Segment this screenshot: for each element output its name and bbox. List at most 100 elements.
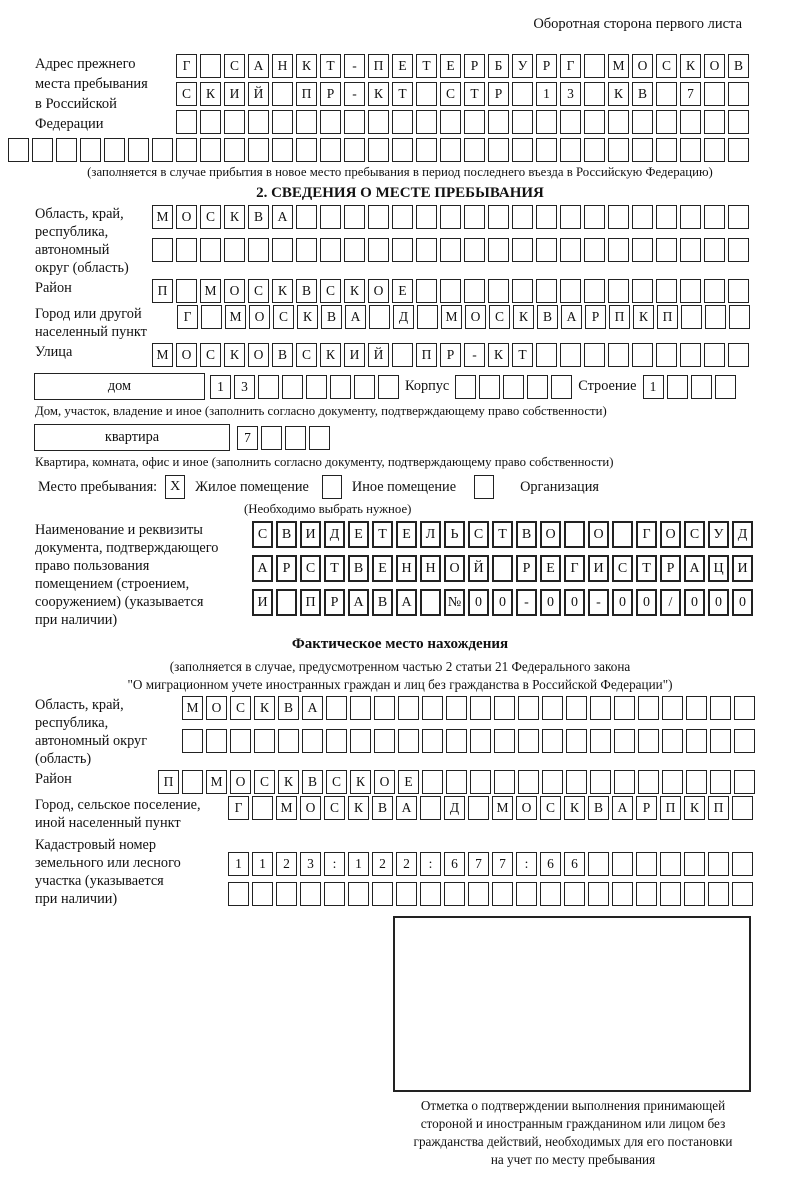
char-cell[interactable] (614, 729, 635, 753)
char-cell[interactable]: П (152, 279, 173, 303)
char-cell[interactable] (680, 110, 701, 134)
char-cell[interactable]: А (348, 589, 369, 616)
char-cell[interactable]: О (704, 54, 725, 78)
char-cell[interactable] (708, 852, 729, 876)
char-cell[interactable] (732, 852, 753, 876)
char-cell[interactable]: 7 (237, 425, 258, 450)
char-cell[interactable]: 6 (444, 852, 465, 876)
char-cell[interactable] (398, 729, 419, 753)
char-cell[interactable] (584, 238, 605, 262)
char-cell[interactable] (494, 729, 515, 753)
char-cell[interactable] (416, 110, 437, 134)
char-cell[interactable] (518, 729, 539, 753)
char-cell[interactable]: Е (348, 521, 369, 548)
char-cell[interactable] (494, 696, 515, 720)
char-cell[interactable]: - (516, 589, 537, 616)
char-cell[interactable]: - (588, 589, 609, 616)
char-cell[interactable] (729, 305, 750, 329)
char-cell[interactable]: А (248, 54, 269, 78)
char-cell[interactable] (560, 110, 581, 134)
char-cell[interactable] (734, 770, 755, 794)
char-cell[interactable]: Т (416, 54, 437, 78)
char-cell[interactable]: С (540, 796, 561, 820)
char-cell[interactable]: 1 (348, 852, 369, 876)
char-cell[interactable] (272, 138, 293, 162)
char-cell[interactable] (560, 205, 581, 229)
char-cell[interactable] (296, 205, 317, 229)
char-cell[interactable]: С (224, 54, 245, 78)
char-cell[interactable]: Р (660, 555, 681, 582)
char-cell[interactable] (666, 374, 688, 399)
char-cell[interactable] (662, 729, 683, 753)
char-cell[interactable] (704, 279, 725, 303)
char-cell[interactable] (632, 238, 653, 262)
char-cell[interactable] (368, 205, 389, 229)
char-cell[interactable] (686, 770, 707, 794)
char-cell[interactable]: В (516, 521, 537, 548)
char-cell[interactable] (488, 138, 509, 162)
char-cell[interactable]: П (416, 343, 437, 367)
char-cell[interactable] (588, 852, 609, 876)
char-cell[interactable] (512, 238, 533, 262)
char-cell[interactable] (536, 110, 557, 134)
char-cell[interactable]: О (444, 555, 465, 582)
char-cell[interactable] (704, 343, 725, 367)
char-cell[interactable] (468, 796, 489, 820)
char-cell[interactable] (704, 238, 725, 262)
char-cell[interactable] (320, 205, 341, 229)
char-cell[interactable] (176, 238, 197, 262)
char-cell[interactable]: 3 (560, 82, 581, 106)
char-cell[interactable]: Д (393, 305, 414, 329)
char-cell[interactable] (302, 729, 323, 753)
char-cell[interactable]: М (152, 205, 173, 229)
char-cell[interactable]: П (660, 796, 681, 820)
char-cell[interactable] (632, 279, 653, 303)
char-cell[interactable] (176, 279, 197, 303)
char-cell[interactable] (182, 770, 203, 794)
char-cell[interactable] (464, 279, 485, 303)
char-cell[interactable] (200, 238, 221, 262)
char-cell[interactable]: Р (585, 305, 606, 329)
char-cell[interactable] (455, 374, 477, 399)
char-cell[interactable] (704, 110, 725, 134)
char-cell[interactable]: Г (636, 521, 657, 548)
char-cell[interactable] (608, 205, 629, 229)
char-cell[interactable] (638, 770, 659, 794)
char-cell[interactable] (590, 696, 611, 720)
char-cell[interactable] (200, 110, 221, 134)
char-cell[interactable]: С (230, 696, 251, 720)
char-cell[interactable]: Р (488, 82, 509, 106)
char-cell[interactable] (252, 796, 273, 820)
char-cell[interactable]: М (608, 54, 629, 78)
char-cell[interactable]: 1 (536, 82, 557, 106)
char-cell[interactable] (104, 138, 125, 162)
char-cell[interactable]: Ь (444, 521, 465, 548)
char-cell[interactable] (368, 238, 389, 262)
char-cell[interactable]: К (296, 54, 317, 78)
char-cell[interactable] (440, 279, 461, 303)
char-cell[interactable]: Г (560, 54, 581, 78)
char-cell[interactable]: В (248, 205, 269, 229)
char-cell[interactable]: В (372, 796, 393, 820)
char-cell[interactable]: В (632, 82, 653, 106)
char-cell[interactable] (392, 110, 413, 134)
char-cell[interactable] (252, 882, 273, 906)
char-cell[interactable]: В (537, 305, 558, 329)
char-cell[interactable] (681, 305, 702, 329)
char-cell[interactable] (200, 138, 221, 162)
char-cell[interactable] (732, 882, 753, 906)
char-cell[interactable] (734, 696, 755, 720)
char-cell[interactable]: Р (320, 82, 341, 106)
char-cell[interactable]: К (564, 796, 585, 820)
char-cell[interactable] (56, 138, 77, 162)
char-cell[interactable]: Е (392, 279, 413, 303)
char-cell[interactable]: : (324, 852, 345, 876)
char-cell[interactable]: О (230, 770, 251, 794)
char-cell[interactable] (350, 729, 371, 753)
char-cell[interactable]: Р (440, 343, 461, 367)
char-cell[interactable] (416, 138, 437, 162)
char-cell[interactable] (368, 138, 389, 162)
char-cell[interactable]: М (200, 279, 221, 303)
char-cell[interactable]: Р (536, 54, 557, 78)
char-cell[interactable] (680, 205, 701, 229)
